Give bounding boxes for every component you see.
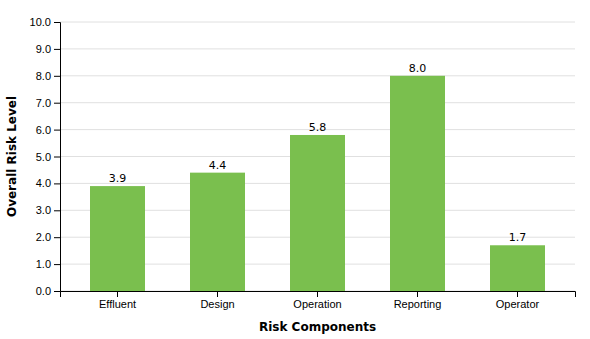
bars bbox=[90, 76, 545, 291]
tick-mark bbox=[54, 103, 60, 104]
tick: Design bbox=[200, 291, 234, 310]
grid-line bbox=[60, 48, 575, 49]
grid-line bbox=[60, 102, 575, 103]
bar bbox=[490, 245, 545, 291]
tick-mark bbox=[54, 237, 60, 238]
data-label: 8.0 bbox=[409, 62, 427, 75]
data-labels: 3.9 4.4 5.8 8.0 1.7 bbox=[109, 62, 527, 244]
y-axis-title: Overall Risk Level bbox=[5, 96, 19, 217]
tick-label: Operator bbox=[496, 298, 540, 310]
tick-mark bbox=[54, 22, 60, 23]
tick: 0.0 bbox=[36, 285, 60, 297]
data-label: 5.8 bbox=[309, 121, 327, 134]
tick-mark bbox=[54, 76, 60, 77]
x-axis: Effluent Design Operation Reporting Operator bbox=[61, 291, 576, 310]
tick-label: Operation bbox=[293, 298, 341, 310]
tick-mark bbox=[54, 264, 60, 265]
tick-label: 3.0 bbox=[36, 204, 51, 216]
tick: 1.0 bbox=[36, 258, 60, 270]
tick: 5.0 bbox=[36, 151, 60, 163]
tick: 4.0 bbox=[36, 177, 60, 189]
grid-line bbox=[60, 75, 575, 76]
y-axis: 0.0 1.0 2.0 3.0 4.0 5.0 6.0 7.0 8.0 9.0 10.0 bbox=[30, 16, 61, 297]
tick: 8.0 bbox=[36, 70, 60, 82]
tick-label: 4.0 bbox=[36, 177, 51, 189]
tick: 9.0 bbox=[36, 43, 60, 55]
tick-label: 0.0 bbox=[36, 285, 51, 297]
tick-mark bbox=[417, 291, 418, 297]
tick-label: Effluent bbox=[99, 298, 136, 310]
x-axis-title: Risk Components bbox=[259, 320, 376, 334]
tick-label: 9.0 bbox=[36, 43, 51, 55]
tick-label: 10.0 bbox=[30, 16, 51, 28]
grid bbox=[60, 22, 575, 291]
tick-label: Design bbox=[200, 298, 234, 310]
axis-line bbox=[54, 23, 61, 292]
tick-mark bbox=[54, 183, 60, 184]
tick-label: Reporting bbox=[394, 298, 442, 310]
tick-mark bbox=[54, 210, 60, 211]
bar bbox=[190, 173, 245, 291]
tick-label: 5.0 bbox=[36, 151, 51, 163]
tick: Operator bbox=[496, 291, 540, 310]
data-label: 4.4 bbox=[209, 159, 227, 172]
tick-mark bbox=[54, 291, 60, 292]
tick-label: 1.0 bbox=[36, 258, 51, 270]
tick: 7.0 bbox=[36, 97, 60, 109]
bar bbox=[90, 186, 145, 291]
tick-label: 2.0 bbox=[36, 231, 51, 243]
tick-mark bbox=[54, 130, 60, 131]
bar bbox=[390, 76, 445, 291]
tick-mark bbox=[317, 291, 318, 297]
axis-line bbox=[61, 292, 576, 298]
tick: 6.0 bbox=[36, 124, 60, 136]
tick-mark bbox=[117, 291, 118, 297]
tick: Effluent bbox=[99, 291, 136, 310]
tick-label: 6.0 bbox=[36, 124, 51, 136]
tick-mark bbox=[54, 157, 60, 158]
bar bbox=[290, 135, 345, 291]
tick-mark bbox=[217, 291, 218, 297]
tick-label: 8.0 bbox=[36, 70, 51, 82]
tick: Operation bbox=[293, 291, 341, 310]
tick: 2.0 bbox=[36, 231, 60, 243]
data-label: 3.9 bbox=[109, 172, 127, 185]
tick-mark bbox=[54, 49, 60, 50]
tick-label: 7.0 bbox=[36, 97, 51, 109]
tick-mark bbox=[517, 291, 518, 297]
grid-line bbox=[60, 22, 575, 23]
plot: 3.9 4.4 5.8 8.0 1.7 Effluent Design Operation Re… bbox=[30, 16, 576, 310]
tick: 3.0 bbox=[36, 204, 60, 216]
tick: 10.0 bbox=[30, 16, 60, 28]
data-label: 1.7 bbox=[509, 231, 527, 244]
chart: 3.9 4.4 5.8 8.0 1.7 Effluent Design Operation Re… bbox=[0, 0, 590, 339]
tick: Reporting bbox=[394, 291, 442, 310]
